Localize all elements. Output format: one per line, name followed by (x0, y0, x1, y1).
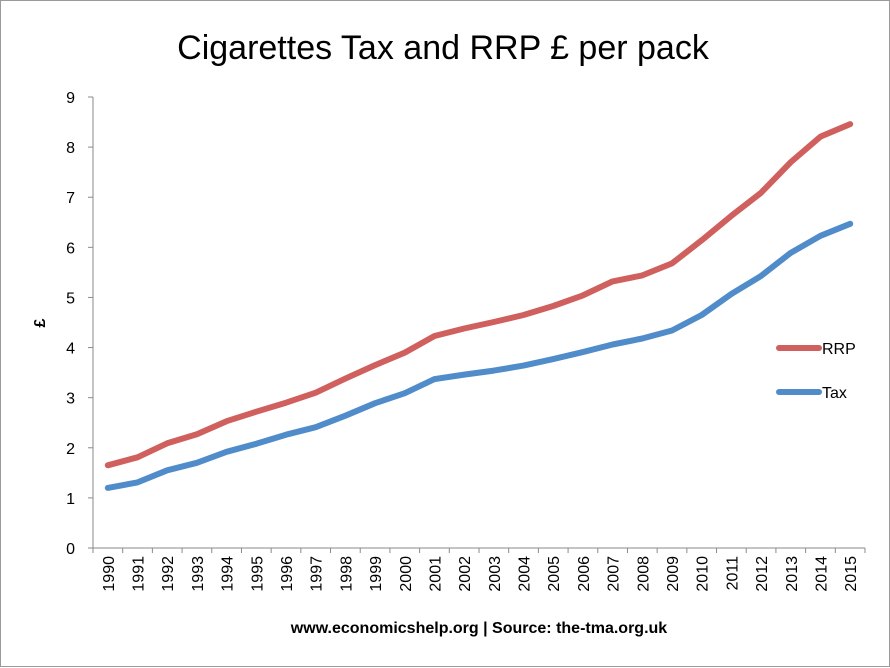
x-tick-label: 2004 (517, 556, 534, 592)
x-tick-label: 2003 (487, 556, 504, 592)
y-axis-label: £ (32, 318, 49, 327)
x-tick-label: 2007 (606, 556, 623, 592)
y-tick-label: 3 (66, 391, 75, 408)
y-tick-label: 0 (66, 541, 75, 558)
legend: RRP Tax (779, 341, 856, 402)
x-tick-label: 2013 (784, 556, 801, 592)
x-tick-label: 2010 (695, 556, 712, 592)
chart-title: Cigarettes Tax and RRP £ per pack (177, 29, 710, 67)
x-tick-label: 2014 (813, 556, 830, 592)
x-tick-label: 1994 (220, 556, 237, 592)
y-tick-label: 4 (66, 341, 75, 358)
y-tick-label: 7 (66, 190, 75, 207)
y-tick-label: 9 (66, 90, 75, 107)
x-tick-label: 2015 (843, 556, 860, 592)
x-tick-label: 2002 (457, 556, 474, 592)
series-lines (108, 124, 850, 488)
series-line-rrp (108, 124, 850, 465)
y-tick-label: 5 (66, 290, 75, 307)
y-tick-label: 8 (66, 140, 75, 157)
x-tick-label: 1998 (338, 556, 355, 592)
x-tick-label: 2006 (576, 556, 593, 592)
x-tick-label: 2011 (724, 556, 741, 591)
legend-label-tax: Tax (822, 385, 847, 402)
x-tick-label: 2012 (754, 556, 771, 592)
legend-label-rrp: RRP (822, 341, 856, 358)
x-tick-label: 2001 (427, 556, 444, 592)
y-tick-label: 1 (66, 491, 75, 508)
x-tick-label: 1991 (131, 556, 148, 592)
axes: 0 1 2 3 4 5 6 7 8 9 1990 1991 1992 1993 1994 1995 1996 19… (66, 90, 865, 592)
x-tick-label: 2008 (635, 556, 652, 592)
x-tick-label: 1990 (101, 556, 118, 592)
x-axis-label: www.economicshelp.org | Source: the-tma.… (290, 620, 667, 637)
x-tick-label: 1997 (309, 556, 326, 592)
y-tick-label: 6 (66, 240, 75, 257)
y-tick-label: 2 (66, 441, 75, 458)
x-tick-label: 1995 (249, 556, 266, 592)
series-line-tax (108, 224, 850, 488)
x-tick-label: 2000 (398, 556, 415, 592)
x-tick-label: 1993 (190, 556, 207, 592)
x-tick-label: 1996 (279, 556, 296, 592)
x-tick-label: 2009 (665, 556, 682, 592)
x-tick-label: 1999 (368, 556, 385, 592)
x-tick-label: 2005 (546, 556, 563, 592)
x-tick-label: 1992 (160, 556, 177, 592)
